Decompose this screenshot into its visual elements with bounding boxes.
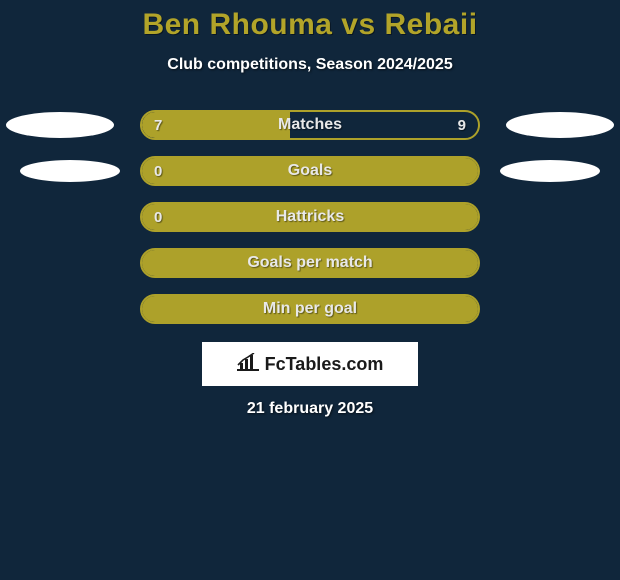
logo-box: FcTables.com bbox=[202, 342, 418, 386]
page-title: Ben Rhouma vs Rebaii bbox=[0, 8, 620, 42]
stat-row: 0Hattricks bbox=[0, 202, 620, 232]
comparison-infographic: Ben Rhouma vs Rebaii Club competitions, … bbox=[0, 0, 620, 418]
stat-bar: Goals per match bbox=[140, 248, 480, 278]
player-left-marker bbox=[20, 160, 120, 182]
stat-bar: Min per goal bbox=[140, 294, 480, 324]
stat-bar: 79Matches bbox=[140, 110, 480, 140]
player-right-marker bbox=[506, 112, 614, 138]
player-right-marker bbox=[500, 160, 600, 182]
stat-bar: 0Hattricks bbox=[140, 202, 480, 232]
logo-text: FcTables.com bbox=[265, 354, 384, 375]
logo: FcTables.com bbox=[237, 353, 384, 376]
stat-label: Goals bbox=[142, 162, 478, 180]
stat-row: Goals per match bbox=[0, 248, 620, 278]
player-left-marker bbox=[6, 112, 114, 138]
stat-label: Matches bbox=[142, 116, 478, 134]
stat-bar: 0Goals bbox=[140, 156, 480, 186]
stat-row: 79Matches bbox=[0, 110, 620, 140]
stat-label: Min per goal bbox=[142, 300, 478, 318]
stat-label: Goals per match bbox=[142, 254, 478, 272]
stat-row: 0Goals bbox=[0, 156, 620, 186]
date-text: 21 february 2025 bbox=[0, 400, 620, 418]
subtitle: Club competitions, Season 2024/2025 bbox=[0, 56, 620, 74]
stat-rows: 79Matches 0Goals 0Hattricks Goals per match… bbox=[0, 110, 620, 324]
stat-label: Hattricks bbox=[142, 208, 478, 226]
stat-row: Min per goal bbox=[0, 294, 620, 324]
chart-icon bbox=[237, 353, 259, 376]
